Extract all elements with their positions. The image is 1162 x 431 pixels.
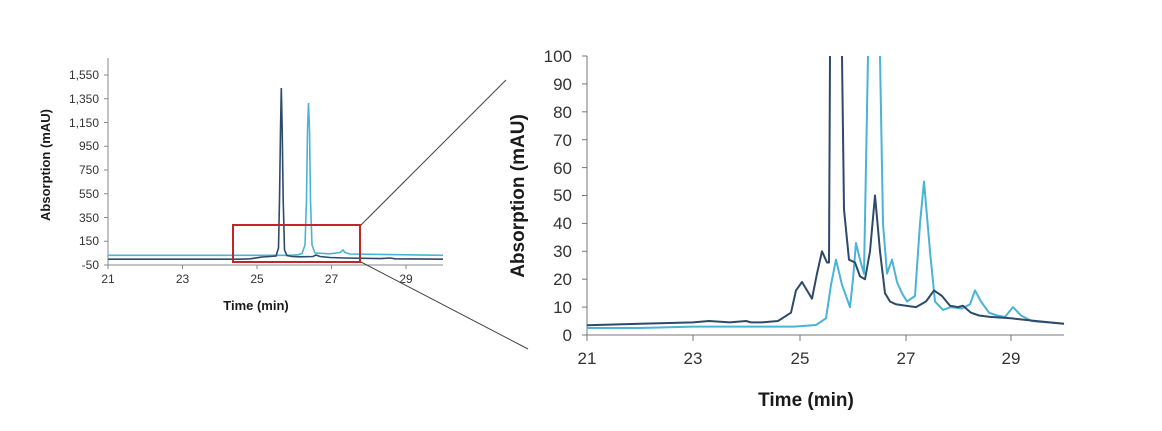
zoom-connector-top [360,79,507,226]
right-x-axis-title: Time (min) [758,390,854,411]
zoomed-chart: 100 90 80 70 60 50 40 30 20 10 0 21 23 2… [508,47,1065,411]
right-y-axis-title: Absorption (mAU) [508,114,529,278]
svg-text:10: 10 [553,298,572,317]
left-series-light [108,102,444,257]
svg-text:20: 20 [553,270,572,289]
svg-text:40: 40 [553,214,572,233]
overview-chart: 1,550 1,350 1,150 950 750 550 350 150 -5… [38,58,444,313]
svg-text:750: 750 [79,163,99,177]
svg-text:550: 550 [79,187,99,201]
svg-text:1,350: 1,350 [69,92,99,106]
svg-text:23: 23 [176,272,190,286]
svg-text:60: 60 [553,159,572,178]
svg-text:1,550: 1,550 [69,68,99,82]
svg-text:27: 27 [325,272,339,286]
left-y-axis-title: Absorption (mAU) [38,109,53,221]
svg-text:23: 23 [684,349,703,368]
svg-text:21: 21 [101,272,115,286]
right-y-tick-labels: 100 90 80 70 60 50 40 30 20 10 0 [544,47,572,345]
left-x-tick-labels: 21 23 25 27 29 [101,272,413,286]
right-x-ticks [586,335,1012,341]
svg-text:27: 27 [897,349,916,368]
right-series-dark [586,55,1065,327]
svg-text:80: 80 [553,103,572,122]
left-series-dark [108,87,444,260]
svg-text:1,150: 1,150 [69,116,99,130]
svg-text:70: 70 [553,131,572,150]
svg-text:25: 25 [250,272,264,286]
svg-text:-50: -50 [82,258,100,272]
svg-text:950: 950 [79,139,99,153]
right-x-tick-labels: 21 23 25 27 29 [578,349,1021,368]
svg-text:29: 29 [1002,349,1021,368]
svg-text:350: 350 [79,211,99,225]
left-x-ticks [107,265,407,269]
svg-text:150: 150 [79,234,99,248]
zoom-connector-bottom [360,261,529,350]
svg-text:29: 29 [399,272,413,286]
svg-text:50: 50 [553,186,572,205]
svg-text:90: 90 [553,75,572,94]
left-x-axis-title: Time (min) [223,298,289,313]
left-y-tick-labels: 1,550 1,350 1,150 950 750 550 350 150 -5… [69,68,99,272]
svg-text:21: 21 [578,349,597,368]
right-series-light [587,55,1065,329]
svg-text:25: 25 [791,349,810,368]
svg-text:100: 100 [544,47,572,66]
zoom-region-box [232,224,361,263]
svg-text:0: 0 [563,326,572,345]
right-y-ticks [582,55,587,336]
left-y-ticks [104,74,108,266]
svg-text:30: 30 [553,242,572,261]
